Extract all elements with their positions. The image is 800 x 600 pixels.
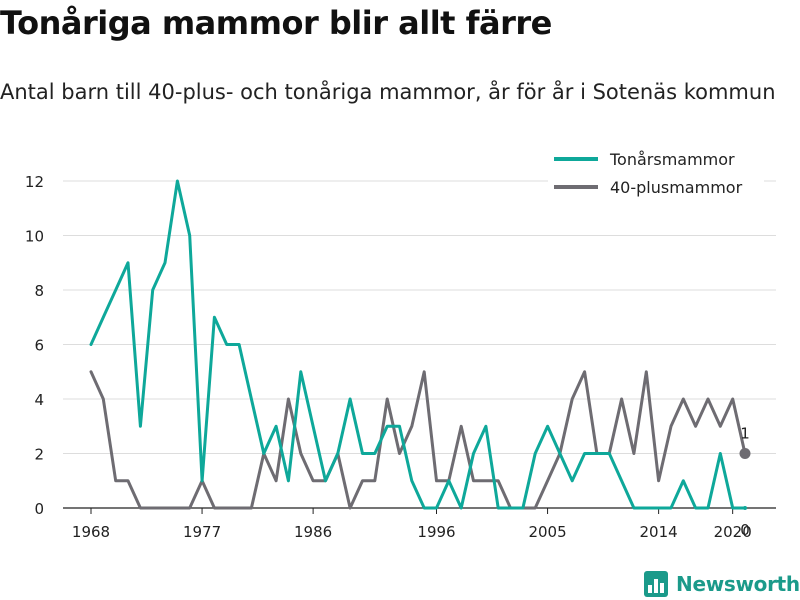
- y-tick-label: 6: [34, 337, 44, 355]
- x-tick-label: 2005: [528, 523, 566, 541]
- brand-logo: Newsworthy: [644, 568, 800, 600]
- y-tick-label: 4: [34, 391, 44, 409]
- end-marker-40-plusmammor: [739, 448, 751, 459]
- end-label-tonarsmammor: 0: [740, 521, 750, 539]
- y-tick-label: 12: [25, 173, 44, 191]
- y-tick-label: 8: [34, 282, 44, 300]
- legend-label: Tonårsmammor: [609, 150, 735, 169]
- y-tick-label: 0: [34, 500, 44, 518]
- page-subtitle: Antal barn till 40-plus- och tonåriga ma…: [0, 80, 776, 104]
- y-tick-label: 2: [34, 446, 44, 464]
- x-tick-label: 1977: [183, 523, 221, 541]
- series-lines: [89, 179, 747, 510]
- x-tick-label: 1996: [417, 523, 455, 541]
- end-label-40-plusmammor: 1: [740, 425, 750, 443]
- series-line-tonarsmammor: [89, 179, 747, 510]
- x-axis: 1968 1977 1986 1996 2005 2014 2020: [63, 507, 776, 541]
- legend-label: 40-plusmammor: [610, 178, 743, 197]
- end-marker-tonarsmammor: [743, 506, 747, 510]
- x-tick-label: 2020: [714, 523, 752, 541]
- x-tick-label: 1968: [72, 523, 110, 541]
- x-tick-label: 2014: [640, 523, 678, 541]
- brand-name: Newsworthy: [676, 572, 800, 596]
- page-title: Tonåriga mammor blir allt färre: [0, 4, 552, 42]
- series-line-40-plusmammor: [89, 370, 747, 510]
- end-labels: 10: [739, 425, 751, 539]
- y-tick-label: 10: [25, 228, 44, 246]
- legend: Tonårsmammor 40-plusmammor: [548, 145, 764, 201]
- x-tick-label: 1986: [294, 523, 332, 541]
- legend-background: [548, 145, 764, 201]
- y-axis: 0 2 4 6 8 10 12: [25, 173, 44, 518]
- newsworthy-logo-icon: [644, 571, 668, 597]
